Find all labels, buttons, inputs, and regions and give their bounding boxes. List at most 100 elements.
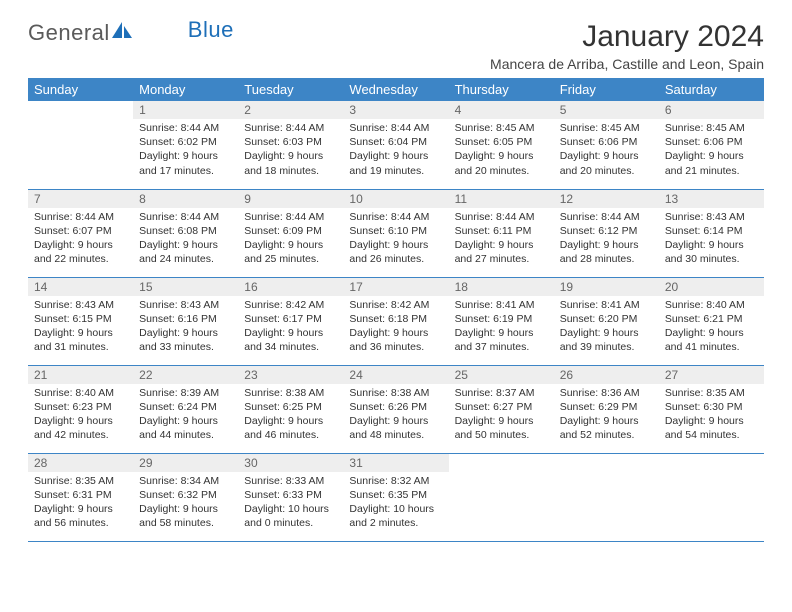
calendar-day-cell: 28Sunrise: 8:35 AMSunset: 6:31 PMDayligh… <box>28 453 133 541</box>
sunset-text: Sunset: 6:07 PM <box>34 224 127 238</box>
daylight-text-1: Daylight: 9 hours <box>139 502 232 516</box>
day-number: 15 <box>133 278 238 296</box>
calendar-body: 1Sunrise: 8:44 AMSunset: 6:02 PMDaylight… <box>28 101 764 541</box>
weekday-header: Thursday <box>449 78 554 101</box>
sunrise-text: Sunrise: 8:43 AM <box>139 298 232 312</box>
day-number: 3 <box>343 101 448 119</box>
day-number: 24 <box>343 366 448 384</box>
location-text: Mancera de Arriba, Castille and Leon, Sp… <box>490 56 764 72</box>
sunrise-text: Sunrise: 8:37 AM <box>455 386 548 400</box>
daylight-text-1: Daylight: 9 hours <box>349 149 442 163</box>
calendar-day-cell: 26Sunrise: 8:36 AMSunset: 6:29 PMDayligh… <box>554 365 659 453</box>
weekday-header: Monday <box>133 78 238 101</box>
sunrise-text: Sunrise: 8:44 AM <box>244 121 337 135</box>
sunset-text: Sunset: 6:30 PM <box>665 400 758 414</box>
calendar-day-cell <box>28 101 133 189</box>
day-number: 19 <box>554 278 659 296</box>
daylight-text-2: and 18 minutes. <box>244 164 337 178</box>
sunrise-text: Sunrise: 8:44 AM <box>455 210 548 224</box>
day-content: Sunrise: 8:39 AMSunset: 6:24 PMDaylight:… <box>133 384 238 447</box>
calendar-week-row: 21Sunrise: 8:40 AMSunset: 6:23 PMDayligh… <box>28 365 764 453</box>
daylight-text-2: and 33 minutes. <box>139 340 232 354</box>
day-content: Sunrise: 8:44 AMSunset: 6:09 PMDaylight:… <box>238 208 343 271</box>
sunset-text: Sunset: 6:17 PM <box>244 312 337 326</box>
sunrise-text: Sunrise: 8:44 AM <box>244 210 337 224</box>
calendar-day-cell: 3Sunrise: 8:44 AMSunset: 6:04 PMDaylight… <box>343 101 448 189</box>
daylight-text-2: and 26 minutes. <box>349 252 442 266</box>
daylight-text-2: and 54 minutes. <box>665 428 758 442</box>
daylight-text-2: and 41 minutes. <box>665 340 758 354</box>
sunrise-text: Sunrise: 8:40 AM <box>34 386 127 400</box>
calendar-week-row: 14Sunrise: 8:43 AMSunset: 6:15 PMDayligh… <box>28 277 764 365</box>
weekday-header: Friday <box>554 78 659 101</box>
calendar-day-cell: 11Sunrise: 8:44 AMSunset: 6:11 PMDayligh… <box>449 189 554 277</box>
daylight-text-2: and 17 minutes. <box>139 164 232 178</box>
day-number: 12 <box>554 190 659 208</box>
sunrise-text: Sunrise: 8:33 AM <box>244 474 337 488</box>
sunset-text: Sunset: 6:16 PM <box>139 312 232 326</box>
day-content: Sunrise: 8:43 AMSunset: 6:16 PMDaylight:… <box>133 296 238 359</box>
daylight-text-1: Daylight: 9 hours <box>560 238 653 252</box>
daylight-text-1: Daylight: 9 hours <box>665 414 758 428</box>
sunrise-text: Sunrise: 8:36 AM <box>560 386 653 400</box>
calendar-day-cell: 6Sunrise: 8:45 AMSunset: 6:06 PMDaylight… <box>659 101 764 189</box>
day-content: Sunrise: 8:38 AMSunset: 6:25 PMDaylight:… <box>238 384 343 447</box>
day-number: 29 <box>133 454 238 472</box>
day-content: Sunrise: 8:44 AMSunset: 6:04 PMDaylight:… <box>343 119 448 182</box>
day-number: 7 <box>28 190 133 208</box>
sunrise-text: Sunrise: 8:42 AM <box>244 298 337 312</box>
day-content: Sunrise: 8:43 AMSunset: 6:15 PMDaylight:… <box>28 296 133 359</box>
brand-logo: General Blue <box>28 20 234 46</box>
calendar-day-cell <box>554 453 659 541</box>
day-content: Sunrise: 8:41 AMSunset: 6:20 PMDaylight:… <box>554 296 659 359</box>
day-content: Sunrise: 8:44 AMSunset: 6:03 PMDaylight:… <box>238 119 343 182</box>
daylight-text-2: and 48 minutes. <box>349 428 442 442</box>
daylight-text-2: and 39 minutes. <box>560 340 653 354</box>
daylight-text-1: Daylight: 9 hours <box>560 414 653 428</box>
day-content: Sunrise: 8:40 AMSunset: 6:23 PMDaylight:… <box>28 384 133 447</box>
calendar-day-cell: 25Sunrise: 8:37 AMSunset: 6:27 PMDayligh… <box>449 365 554 453</box>
day-number: 18 <box>449 278 554 296</box>
sunrise-text: Sunrise: 8:39 AM <box>139 386 232 400</box>
sunrise-text: Sunrise: 8:41 AM <box>455 298 548 312</box>
day-number: 14 <box>28 278 133 296</box>
day-content: Sunrise: 8:45 AMSunset: 6:06 PMDaylight:… <box>554 119 659 182</box>
sunset-text: Sunset: 6:08 PM <box>139 224 232 238</box>
sunrise-text: Sunrise: 8:45 AM <box>560 121 653 135</box>
day-number: 11 <box>449 190 554 208</box>
day-content: Sunrise: 8:44 AMSunset: 6:07 PMDaylight:… <box>28 208 133 271</box>
sunset-text: Sunset: 6:33 PM <box>244 488 337 502</box>
sunrise-text: Sunrise: 8:45 AM <box>455 121 548 135</box>
sunrise-text: Sunrise: 8:44 AM <box>139 121 232 135</box>
daylight-text-2: and 22 minutes. <box>34 252 127 266</box>
day-content: Sunrise: 8:41 AMSunset: 6:19 PMDaylight:… <box>449 296 554 359</box>
weekday-header: Sunday <box>28 78 133 101</box>
calendar-week-row: 7Sunrise: 8:44 AMSunset: 6:07 PMDaylight… <box>28 189 764 277</box>
day-content: Sunrise: 8:44 AMSunset: 6:02 PMDaylight:… <box>133 119 238 182</box>
calendar-day-cell: 10Sunrise: 8:44 AMSunset: 6:10 PMDayligh… <box>343 189 448 277</box>
daylight-text-2: and 37 minutes. <box>455 340 548 354</box>
day-number: 20 <box>659 278 764 296</box>
day-number: 1 <box>133 101 238 119</box>
calendar-day-cell: 27Sunrise: 8:35 AMSunset: 6:30 PMDayligh… <box>659 365 764 453</box>
sunset-text: Sunset: 6:12 PM <box>560 224 653 238</box>
month-title: January 2024 <box>490 20 764 54</box>
calendar-day-cell: 16Sunrise: 8:42 AMSunset: 6:17 PMDayligh… <box>238 277 343 365</box>
sunset-text: Sunset: 6:03 PM <box>244 135 337 149</box>
sunrise-text: Sunrise: 8:34 AM <box>139 474 232 488</box>
daylight-text-1: Daylight: 9 hours <box>34 238 127 252</box>
sunrise-text: Sunrise: 8:43 AM <box>34 298 127 312</box>
calendar-day-cell: 22Sunrise: 8:39 AMSunset: 6:24 PMDayligh… <box>133 365 238 453</box>
sunrise-text: Sunrise: 8:35 AM <box>34 474 127 488</box>
day-number: 28 <box>28 454 133 472</box>
sunset-text: Sunset: 6:31 PM <box>34 488 127 502</box>
calendar-day-cell: 18Sunrise: 8:41 AMSunset: 6:19 PMDayligh… <box>449 277 554 365</box>
sunrise-text: Sunrise: 8:38 AM <box>244 386 337 400</box>
calendar-day-cell: 4Sunrise: 8:45 AMSunset: 6:05 PMDaylight… <box>449 101 554 189</box>
day-content: Sunrise: 8:40 AMSunset: 6:21 PMDaylight:… <box>659 296 764 359</box>
daylight-text-1: Daylight: 9 hours <box>665 326 758 340</box>
daylight-text-2: and 31 minutes. <box>34 340 127 354</box>
day-number: 5 <box>554 101 659 119</box>
day-content: Sunrise: 8:32 AMSunset: 6:35 PMDaylight:… <box>343 472 448 535</box>
daylight-text-2: and 46 minutes. <box>244 428 337 442</box>
